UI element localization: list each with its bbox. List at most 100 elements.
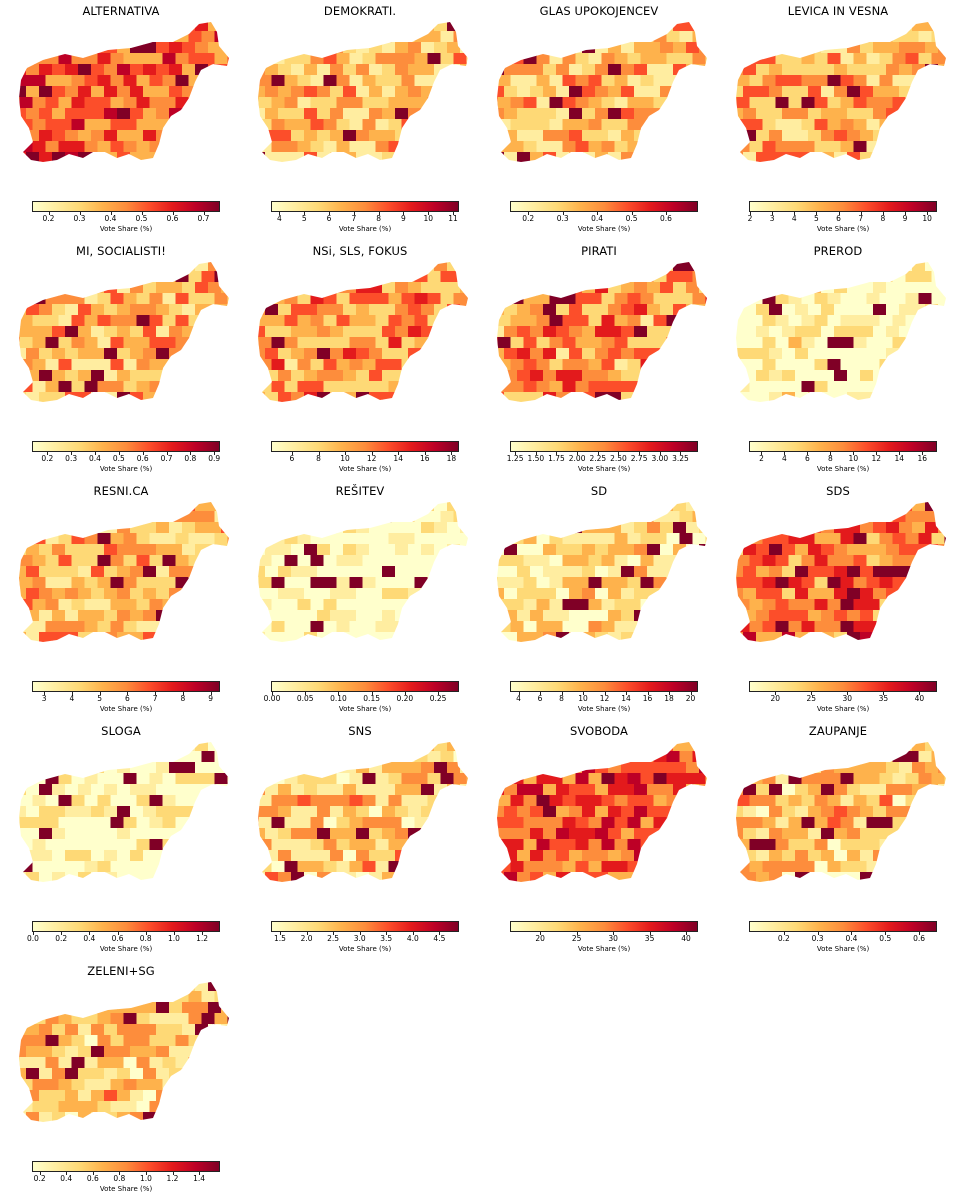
municipality-region [401,751,415,763]
municipality-region [582,850,596,862]
municipality-region [938,86,946,98]
municipality-region [827,293,841,305]
municipality-region [912,304,926,316]
colorbar-tick-label: 7 [152,694,158,703]
municipality-region [19,762,27,774]
municipality-region [543,742,557,752]
municipality-region [510,861,524,873]
municipality-region [925,632,939,642]
municipality-region [421,130,435,142]
municipality-region [847,152,861,162]
municipality-region [388,839,402,851]
municipality-region [925,348,939,360]
municipality-region [414,599,428,611]
municipality-region [549,773,563,785]
municipality-region [65,262,79,272]
colorbar: 4 5 6 7 8 9 10 11 Vote Share (%) [271,201,459,233]
municipality-region [497,795,498,807]
municipality-region [640,795,654,807]
colorbar-tick [631,212,633,215]
colorbar-tick-label: 1.2 [166,1174,179,1183]
municipality-region [201,31,215,43]
municipality-region [899,86,913,98]
municipality-region [588,511,602,523]
municipality-region [78,850,92,862]
municipality-region [71,795,85,807]
municipality-region [58,31,72,43]
colorbar-tick [199,1172,201,1175]
colorbar-label: Vote Share (%) [577,465,631,473]
municipality-region [271,773,285,785]
municipality-region [71,817,85,829]
municipality-region [530,42,544,54]
municipality-region [918,31,932,43]
municipality-region [938,762,946,774]
municipality-region [873,86,887,98]
municipality-region [808,304,822,316]
municipality-region [892,533,906,545]
municipality-region [408,632,422,642]
municipality-region [821,392,835,402]
municipality-region [692,599,706,611]
municipality-region [343,872,357,882]
municipality-region [162,533,176,545]
municipality-region [97,795,111,807]
municipality-region [156,282,170,294]
municipality-region [608,348,622,360]
municipality-region [136,1035,150,1047]
municipality-region [905,315,919,327]
municipality-region [258,566,266,578]
municipality-region [530,304,544,316]
municipality-region [104,1046,118,1058]
municipality-region [189,163,202,170]
municipality-region [143,850,157,862]
municipality-region [265,326,279,338]
municipality-region [395,762,409,774]
municipality-region [252,403,259,410]
municipality-region [349,337,363,349]
slovenia-map [19,262,236,410]
municipality-region [215,883,228,890]
municipality-region [801,555,815,567]
municipality-region [78,982,92,992]
municipality-region [201,271,215,283]
municipality-region [221,522,229,534]
municipality-region [228,403,236,410]
municipality-region [601,795,615,807]
municipality-region [866,271,880,283]
municipality-region [686,588,700,600]
municipality-region [453,381,467,393]
colorbar-tick [117,932,119,935]
municipality-region [297,621,311,633]
municipality-region [343,610,357,622]
municipality-region [317,130,331,142]
municipality-region [699,544,707,556]
municipality-region [71,271,85,283]
municipality-region [640,315,654,327]
municipality-region [91,742,105,752]
municipality-region [743,304,757,316]
municipality-region [19,337,20,349]
municipality-region [110,555,124,567]
municipality-region [163,883,176,890]
municipality-region [795,152,809,162]
municipality-region [627,817,641,829]
municipality-region [821,22,835,32]
municipality-region [523,861,537,873]
municipality-region [104,1002,118,1014]
municipality-region [879,861,893,873]
municipality-region [847,502,861,512]
municipality-region [801,621,815,633]
municipality-region [788,381,802,393]
municipality-region [775,751,789,763]
municipality-region [214,359,228,371]
municipality-region [421,22,435,32]
municipality-region [808,632,822,642]
municipality-region [169,370,183,382]
municipality-region [91,22,105,32]
municipality-region [892,271,906,283]
municipality-region [395,872,409,882]
municipality-region [227,751,229,763]
municipality-region [582,588,596,600]
municipality-region [97,861,111,873]
